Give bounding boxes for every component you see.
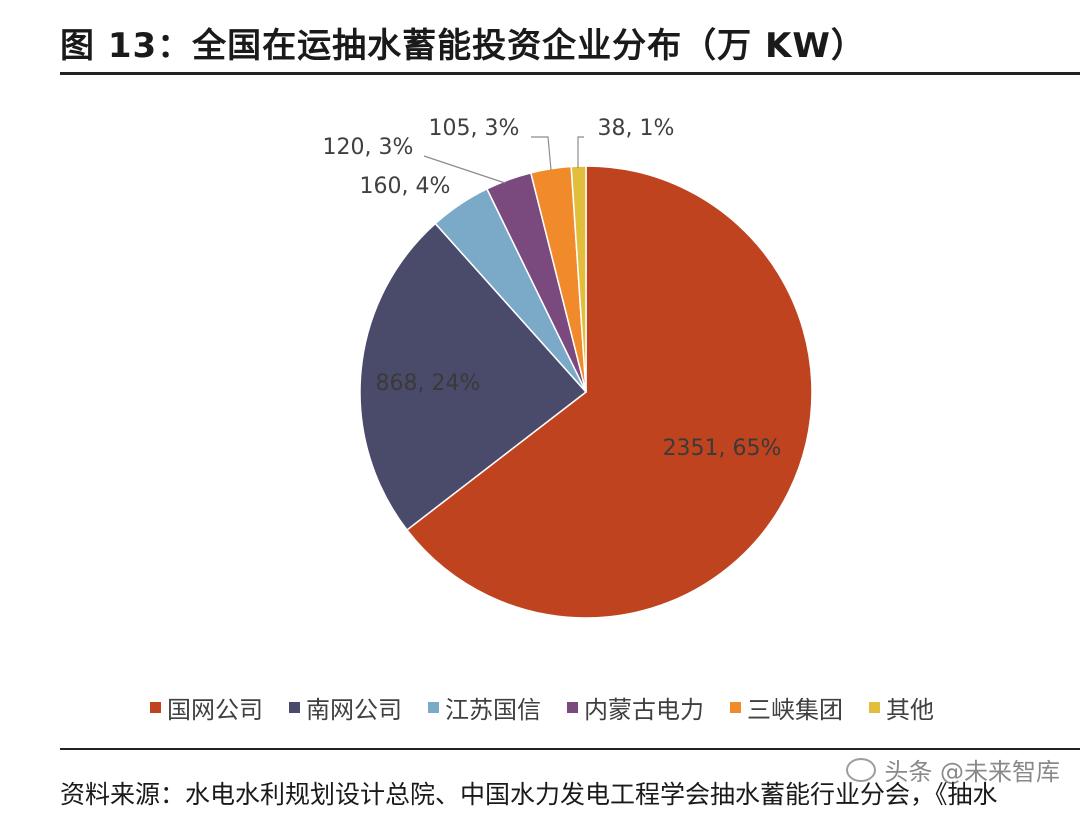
leader-line: [423, 155, 506, 184]
title-divider: [60, 72, 1080, 75]
source-note: 资料来源：水电水利规划设计总院、中国水力发电工程学会抽水蓄能行业分会，《抽水: [60, 780, 998, 809]
watermark-text: 头条 @未来智库: [884, 758, 1060, 786]
legend-label: 国网公司: [167, 696, 263, 724]
legend-label: 内蒙古电力: [584, 696, 704, 724]
legend-label: 其他: [886, 696, 934, 724]
data-label: 105, 3%: [429, 116, 520, 141]
data-label: 38, 1%: [598, 116, 675, 141]
legend-item: 江苏国信: [428, 690, 541, 725]
watermark: 头条 @未来智库: [846, 752, 1060, 787]
legend-swatch: [289, 702, 300, 713]
data-label: 868, 24%: [376, 371, 481, 396]
leader-line: [577, 136, 584, 168]
data-label: 2351, 65%: [663, 436, 782, 461]
legend-label: 南网公司: [306, 696, 402, 724]
data-label: 160, 4%: [360, 174, 451, 199]
legend-swatch: [869, 702, 880, 713]
legend-item: 内蒙古电力: [567, 690, 704, 725]
legend-item: 其他: [869, 690, 934, 725]
watermark-logo-icon: [846, 757, 877, 782]
pie-slice: [405, 165, 813, 619]
leader-line: [531, 136, 552, 171]
legend-item: 国网公司: [150, 690, 263, 725]
pie-slice: [359, 222, 588, 531]
legend-label: 三峡集团: [747, 696, 843, 724]
legend-item: 南网公司: [289, 690, 402, 725]
pie-chart: 2351, 65% 868, 24% 160, 4% 120, 3% 105, 3% 38…: [323, 116, 813, 619]
figure-title: 图 13：全国在运抽水蓄能投资企业分布（万 KW）: [60, 26, 866, 66]
legend-swatch: [150, 702, 161, 713]
legend-swatch: [730, 702, 741, 713]
legend-item: 三峡集团: [730, 690, 843, 725]
legend-swatch: [567, 702, 578, 713]
legend-label: 江苏国信: [445, 696, 541, 724]
footer-divider: [60, 748, 1080, 750]
data-label: 120, 3%: [323, 135, 414, 160]
chart-legend: 国网公司 南网公司 江苏国信 内蒙古电力 三峡集团 其他: [150, 690, 934, 725]
legend-swatch: [428, 702, 439, 713]
